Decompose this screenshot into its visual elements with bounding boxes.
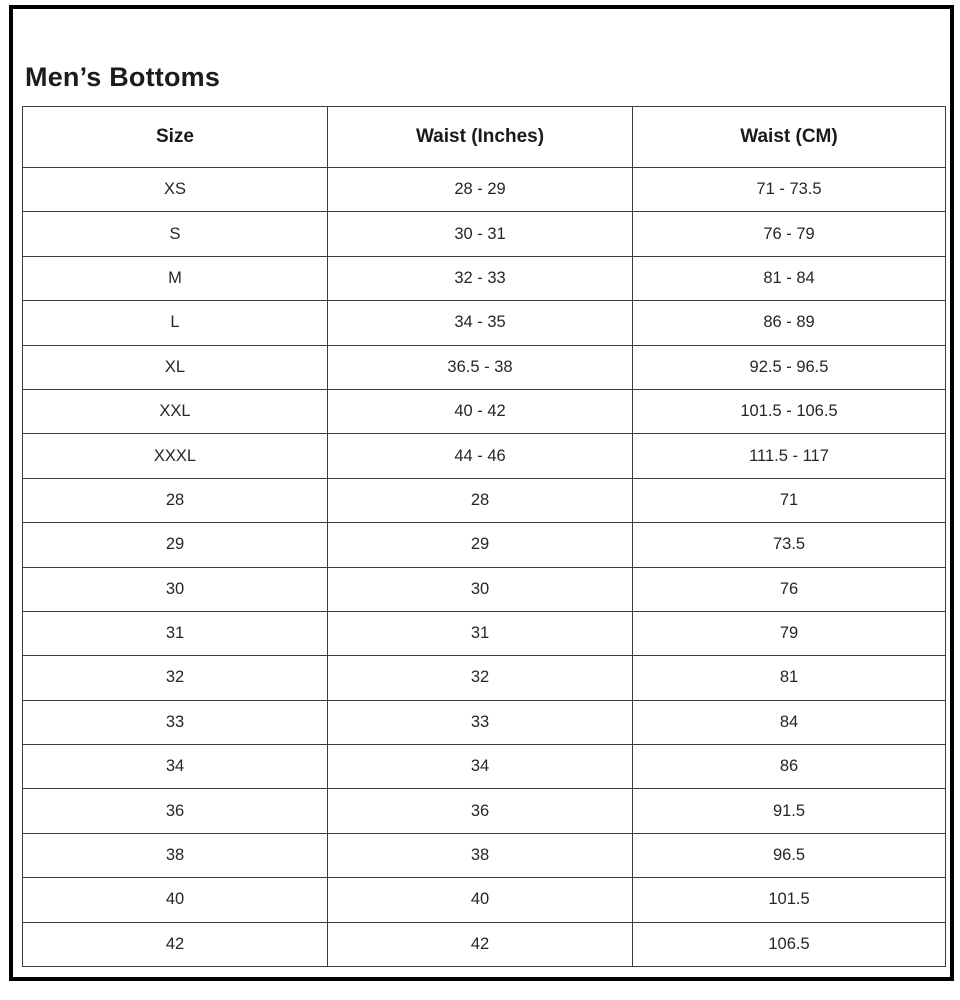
table-row: 36 36 91.5 [22, 788, 946, 834]
column-header-waist-inches: Waist (Inches) [327, 106, 633, 168]
table-cell: 30 [22, 566, 328, 612]
table-row: 40 40 101.5 [22, 877, 946, 923]
table-cell: XXL [22, 388, 328, 435]
table-cell: 101.5 - 106.5 [632, 388, 946, 435]
column-header-size: Size [22, 106, 328, 168]
table-cell: 71 - 73.5 [632, 166, 946, 213]
table-row: M 32 - 33 81 - 84 [22, 255, 946, 302]
table-cell: 71 [632, 477, 946, 524]
table-row: 31 31 79 [22, 610, 946, 657]
table-cell: 106.5 [632, 921, 946, 968]
table-cell: 101.5 [632, 877, 946, 923]
table-cell: 86 [632, 744, 946, 790]
table-row: XXL 40 - 42 101.5 - 106.5 [22, 388, 946, 435]
table-row: 42 42 106.5 [22, 921, 946, 968]
table-row: 32 32 81 [22, 655, 946, 701]
table-cell: 81 - 84 [632, 255, 946, 302]
table-cell: 86 - 89 [632, 300, 946, 346]
table-cell: 40 [22, 877, 328, 923]
table-cell: 29 [22, 522, 328, 568]
table-cell: 29 [327, 522, 633, 568]
table-cell: S [22, 211, 328, 257]
table-cell: L [22, 300, 328, 346]
table-cell: 40 [327, 877, 633, 923]
table-cell: 92.5 - 96.5 [632, 344, 946, 390]
table-cell: 91.5 [632, 788, 946, 834]
table-row: 33 33 84 [22, 699, 946, 746]
table-cell: 76 [632, 566, 946, 612]
table-row: 34 34 86 [22, 744, 946, 790]
table-cell: 73.5 [632, 522, 946, 568]
table-cell: XL [22, 344, 328, 390]
table-cell: XS [22, 166, 328, 213]
table-cell: 111.5 - 117 [632, 433, 946, 479]
table-row: XS 28 - 29 71 - 73.5 [22, 166, 946, 213]
table-cell: 31 [22, 610, 328, 657]
table-cell: 40 - 42 [327, 388, 633, 435]
table-cell: 42 [22, 921, 328, 968]
table-cell: 36 [327, 788, 633, 834]
table-row: 30 30 76 [22, 566, 946, 612]
size-chart-table: Size Waist (Inches) Waist (CM) XS 28 - 29… [22, 106, 946, 968]
table-row: XXXL 44 - 46 111.5 - 117 [22, 433, 946, 479]
table-cell: M [22, 255, 328, 302]
table-cell: 32 [327, 655, 633, 701]
table-cell: 30 [327, 566, 633, 612]
table-header-row: Size Waist (Inches) Waist (CM) [22, 106, 946, 168]
table-row: S 30 - 31 76 - 79 [22, 211, 946, 257]
table-body: XS 28 - 29 71 - 73.5 S 30 - 31 76 - 79 M 32 - 3… [22, 166, 946, 968]
table-cell: 76 - 79 [632, 211, 946, 257]
column-header-waist-cm: Waist (CM) [632, 106, 946, 168]
table-cell: 42 [327, 921, 633, 968]
table-row: XL 36.5 - 38 92.5 - 96.5 [22, 344, 946, 390]
table-cell: 28 [22, 477, 328, 524]
table-row: 28 28 71 [22, 477, 946, 524]
table-cell: 34 [22, 744, 328, 790]
table-cell: 36.5 - 38 [327, 344, 633, 390]
table-cell: 79 [632, 610, 946, 657]
table-cell: 30 - 31 [327, 211, 633, 257]
table-cell: 28 - 29 [327, 166, 633, 213]
table-cell: 34 - 35 [327, 300, 633, 346]
table-cell: 34 [327, 744, 633, 790]
table-cell: 28 [327, 477, 633, 524]
table-row: 38 38 96.5 [22, 832, 946, 879]
table-cell: 81 [632, 655, 946, 701]
table-cell: 38 [327, 832, 633, 879]
table-cell: 33 [327, 699, 633, 746]
table-cell: 33 [22, 699, 328, 746]
table-cell: 84 [632, 699, 946, 746]
table-header: Size Waist (Inches) Waist (CM) [22, 106, 946, 168]
table-cell: 36 [22, 788, 328, 834]
table-row: L 34 - 35 86 - 89 [22, 300, 946, 346]
table-cell: 38 [22, 832, 328, 879]
table-cell: XXXL [22, 433, 328, 479]
table-cell: 31 [327, 610, 633, 657]
table-cell: 44 - 46 [327, 433, 633, 479]
table-cell: 96.5 [632, 832, 946, 879]
page-title: Men’s Bottoms [25, 62, 221, 93]
table-cell: 32 - 33 [327, 255, 633, 302]
table-row: 29 29 73.5 [22, 522, 946, 568]
table-cell: 32 [22, 655, 328, 701]
